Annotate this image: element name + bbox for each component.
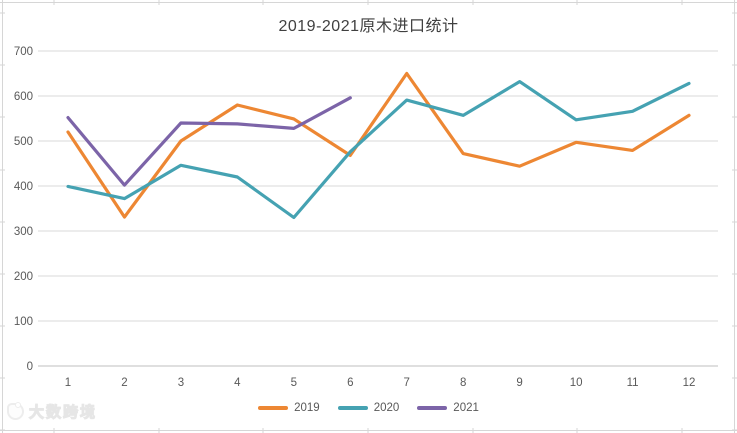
x-axis-tick-label: 9 <box>516 377 522 389</box>
legend-label-2021: 2021 <box>453 402 479 414</box>
chart-title: 2019-2021原木进口统计 <box>278 18 459 35</box>
x-axis-tick-label: 6 <box>347 377 353 389</box>
x-axis-tick-label: 8 <box>460 377 466 389</box>
y-axis-tick-label: 400 <box>14 181 33 193</box>
x-axis-tick-label: 10 <box>570 377 583 389</box>
x-axis-tick-label: 7 <box>404 377 410 389</box>
chart-legend: 2019 2020 2021 <box>0 402 737 414</box>
y-axis-tick-label: 0 <box>27 361 33 373</box>
x-axis-tick-label: 1 <box>65 377 71 389</box>
legend-swatch-2019 <box>258 406 289 410</box>
y-axis-tick-label: 600 <box>14 91 33 103</box>
legend-label-2020: 2020 <box>373 402 400 414</box>
x-axis-tick-label: 2 <box>121 377 127 389</box>
legend-item-2020[interactable]: 2020 <box>337 402 400 414</box>
x-axis-tick-label: 11 <box>627 377 639 389</box>
y-axis-tick-label: 300 <box>14 226 33 238</box>
x-axis-tick-label: 12 <box>683 377 696 389</box>
x-axis-tick-label: 3 <box>178 377 184 389</box>
x-axis-tick-label: 4 <box>234 377 241 389</box>
y-axis-tick-label: 500 <box>14 136 33 148</box>
y-axis-tick-label: 200 <box>14 271 33 283</box>
x-axis-tick-label: 5 <box>291 377 297 389</box>
legend-swatch-2020 <box>337 406 368 410</box>
legend-swatch-2021 <box>417 406 448 410</box>
y-axis-tick-label: 100 <box>14 316 33 328</box>
series-line-2019 <box>66 71 691 219</box>
legend-item-2019[interactable]: 2019 <box>258 402 320 414</box>
series-line-2020 <box>66 79 691 220</box>
legend-item-2021[interactable]: 2021 <box>417 402 479 414</box>
y-axis-tick-label: 700 <box>14 46 33 58</box>
series-line-2021 <box>66 96 352 187</box>
legend-label-2019: 2019 <box>294 402 320 414</box>
